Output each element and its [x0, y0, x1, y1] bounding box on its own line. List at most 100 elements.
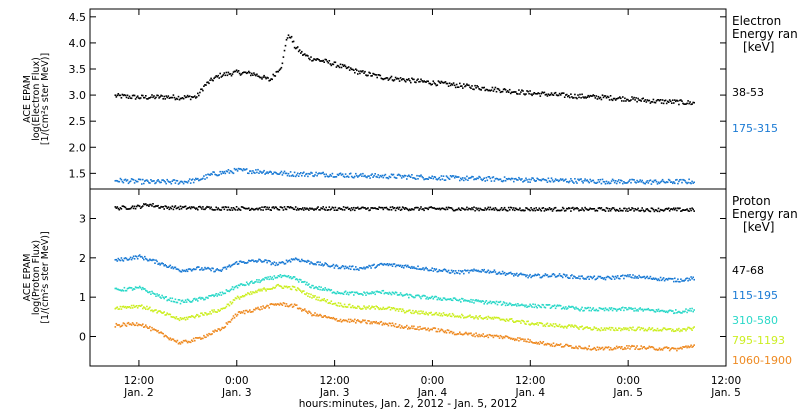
data-point [185, 268, 188, 271]
data-point [596, 98, 599, 100]
data-point [555, 275, 558, 278]
data-point [520, 179, 522, 181]
data-point [623, 181, 625, 183]
data-point [324, 299, 326, 302]
data-point [497, 88, 500, 90]
data-point [151, 309, 153, 311]
data-point [493, 301, 496, 304]
data-point [317, 58, 319, 61]
data-point [425, 311, 427, 314]
data-point [234, 285, 237, 288]
data-point [232, 172, 235, 175]
data-point [422, 208, 424, 210]
data-point [497, 179, 500, 181]
data-point [125, 96, 128, 99]
data-point [538, 274, 541, 276]
data-point [556, 304, 559, 306]
data-point [689, 279, 691, 281]
data-point [612, 307, 615, 310]
data-point [331, 317, 334, 320]
data-point [292, 40, 295, 43]
data-point [480, 334, 482, 336]
data-point [189, 182, 192, 184]
data-point [377, 208, 379, 210]
data-point [143, 258, 145, 261]
data-point [687, 209, 689, 212]
data-point [389, 322, 392, 325]
data-point [566, 181, 568, 183]
data-point [479, 335, 481, 338]
data-point [151, 205, 153, 207]
data-point [487, 269, 490, 272]
data-point [453, 177, 456, 179]
data-point [370, 321, 372, 323]
data-point [186, 181, 189, 184]
data-point [429, 82, 431, 85]
data-point [215, 206, 217, 209]
data-point [649, 309, 652, 312]
data-point [568, 277, 570, 279]
data-point [295, 209, 298, 211]
data-point [625, 274, 627, 277]
data-point [205, 207, 207, 209]
data-point [316, 174, 318, 177]
data-point [404, 264, 407, 267]
data-point [188, 341, 191, 343]
data-point [553, 207, 556, 209]
data-point [147, 291, 149, 294]
data-point [317, 315, 319, 317]
data-point [265, 208, 267, 211]
data-point [241, 295, 244, 297]
data-point [692, 208, 694, 211]
data-point [222, 172, 225, 174]
data-point [635, 346, 637, 349]
data-point [574, 178, 576, 180]
data-point [191, 96, 194, 99]
data-point [346, 266, 349, 269]
data-point [492, 176, 495, 178]
data-point [403, 326, 406, 328]
data-point [369, 308, 371, 310]
data-point [400, 208, 403, 211]
data-point [277, 70, 280, 73]
data-point [550, 275, 553, 277]
series-38-53 [114, 34, 695, 106]
data-point [651, 278, 654, 280]
data-point [331, 292, 334, 294]
data-point [666, 311, 669, 314]
data-point [327, 62, 330, 64]
data-point [607, 309, 610, 312]
data-point [297, 281, 300, 283]
data-point [129, 323, 132, 325]
data-point [633, 96, 635, 99]
data-point [178, 98, 181, 101]
data-point [491, 301, 494, 303]
data-point [428, 329, 430, 332]
data-point [533, 323, 535, 326]
data-point [308, 209, 310, 211]
data-point [226, 290, 229, 292]
data-point [157, 310, 159, 313]
data-point [263, 169, 265, 172]
data-point [148, 205, 150, 207]
data-point [450, 315, 453, 318]
data-point [369, 265, 371, 267]
data-point [479, 315, 481, 317]
data-point [550, 92, 553, 94]
data-point [562, 327, 565, 329]
data-point [647, 182, 650, 184]
data-point [268, 171, 270, 173]
data-point [561, 92, 564, 94]
data-point [547, 325, 550, 327]
data-point [172, 267, 175, 270]
data-point [269, 209, 271, 211]
data-point [266, 288, 268, 290]
data-point [328, 206, 331, 208]
data-point [546, 304, 549, 306]
data-point [166, 299, 168, 302]
data-point [158, 180, 160, 183]
data-point [422, 327, 424, 330]
data-point [659, 349, 662, 351]
data-point [214, 310, 216, 313]
data-point [221, 326, 224, 329]
